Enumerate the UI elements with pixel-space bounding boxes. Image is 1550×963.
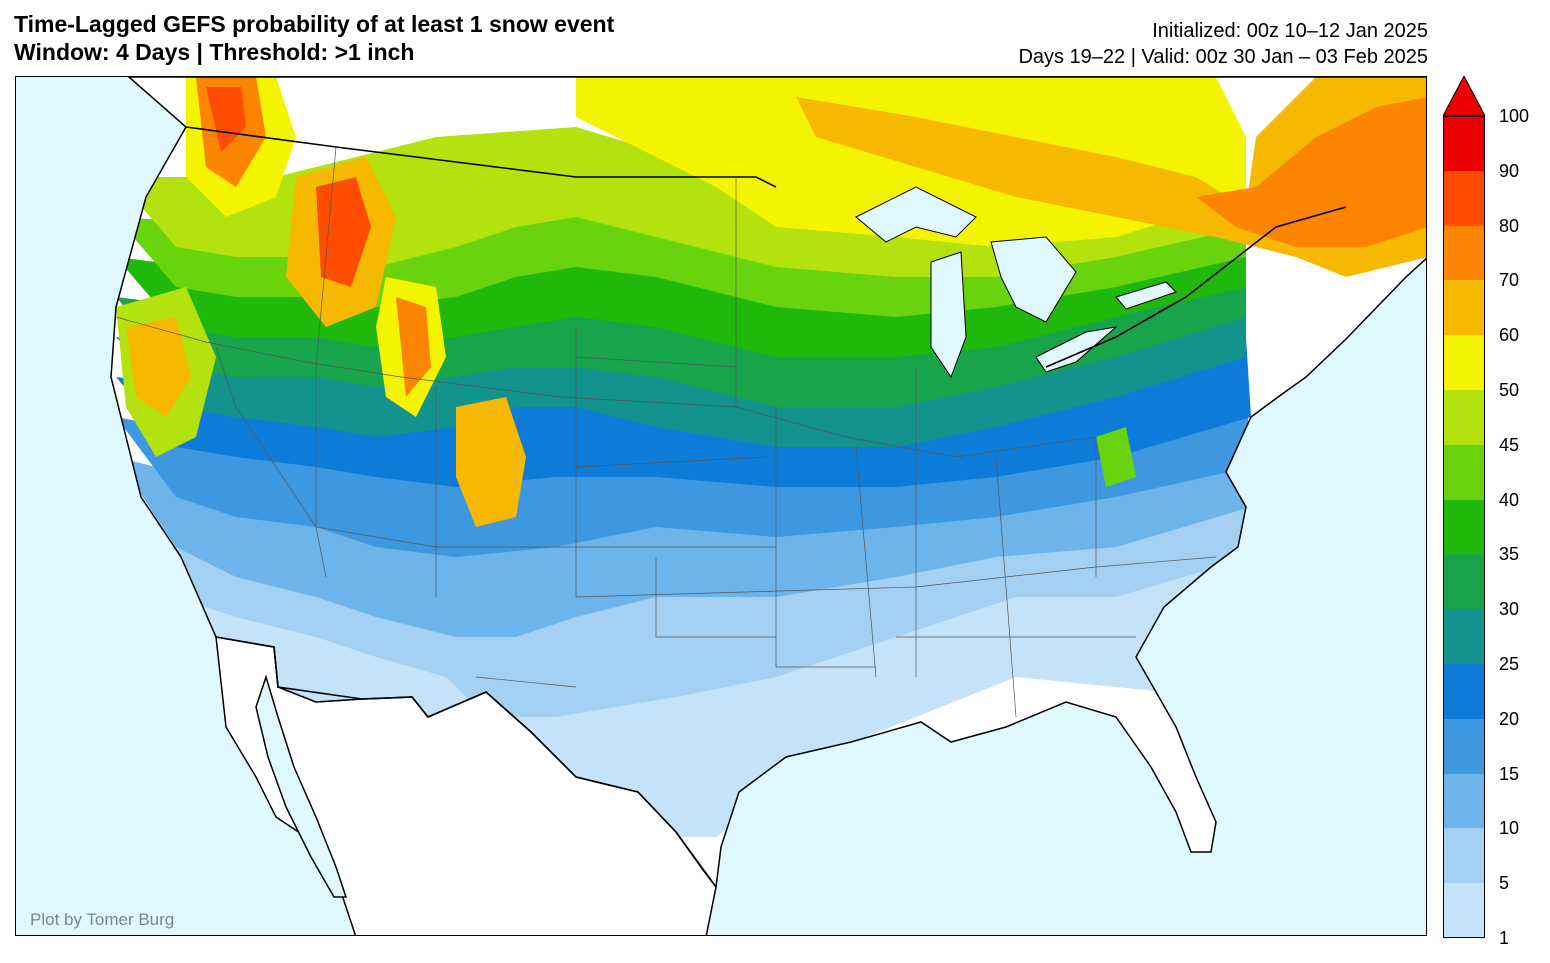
colorbar-tick-label: 90 — [1499, 160, 1520, 181]
colorbar-segment — [1443, 499, 1485, 555]
colorbar-tick-label: 50 — [1499, 380, 1520, 400]
colorbar-tick-label: 25 — [1499, 654, 1520, 674]
lake-superior — [855, 186, 977, 243]
colorbar-segment — [1443, 280, 1485, 336]
colorbar-tick-label: 35 — [1499, 544, 1520, 565]
map-panel: Plot by Tomer Burg — [15, 76, 1427, 936]
colorbar-segment — [1443, 554, 1485, 610]
colorbar-segment — [1443, 335, 1485, 390]
colorbar-segment — [1443, 718, 1485, 774]
colorbar-tick-label: 70 — [1499, 270, 1520, 291]
title-line-1: Time-Lagged GEFS probability of at least… — [14, 11, 615, 37]
colorbar-tick-label: 45 — [1499, 434, 1520, 455]
us-canada-border-east — [1045, 206, 1347, 368]
us-mexico-border — [215, 636, 717, 888]
state-lines — [115, 146, 1217, 718]
colorbar-tick-label: 5 — [1499, 873, 1510, 894]
colorbar-tick-label: 20 — [1499, 708, 1520, 729]
colorbar-tick-label: 40 — [1499, 489, 1520, 510]
colorbar-segment — [1443, 883, 1485, 938]
title-line-2: Window: 4 Days | Threshold: >1 inch — [14, 39, 415, 65]
run-info: Initialized: 00z 10–12 Jan 2025 Days 19–… — [1018, 18, 1428, 70]
lake-ontario — [1115, 281, 1177, 310]
snow-probability-map: Plot by Tomer Burg — [16, 77, 1426, 935]
colorbar-tick-label: 100 — [1499, 106, 1530, 126]
colorbar — [1443, 76, 1485, 938]
colorbar-segment — [1443, 609, 1485, 664]
valid-text: Days 19–22 | Valid: 00z 30 Jan – 03 Feb … — [1018, 46, 1428, 68]
initialized-text: Initialized: 00z 10–12 Jan 2025 — [1152, 20, 1428, 42]
colorbar-segment — [1443, 828, 1485, 884]
colorbar-segment — [1443, 170, 1485, 226]
colorbar-tick-label: 1 — [1499, 928, 1510, 948]
us-canada-border — [185, 126, 777, 188]
colorbar-segment — [1443, 225, 1485, 281]
lake-erie — [1035, 326, 1118, 373]
colorbar-segment — [1443, 116, 1485, 171]
chart-title: Time-Lagged GEFS probability of at least… — [14, 10, 614, 66]
colorbar-segment — [1443, 444, 1485, 500]
gulf-of-california — [255, 674, 348, 898]
lake-huron — [990, 236, 1077, 323]
colorbar-tick-label: 60 — [1499, 325, 1520, 346]
lake-michigan — [930, 251, 967, 379]
colorbar-segment — [1443, 773, 1485, 829]
colorbar-outline — [1443, 116, 1485, 938]
credit-text: Plot by Tomer Burg — [30, 910, 174, 929]
colorbar-segment — [1443, 390, 1485, 445]
colorbar-extend-arrow — [1443, 76, 1485, 116]
colorbar-tick-label: 30 — [1499, 599, 1520, 620]
colorbar-tick-label: 15 — [1499, 763, 1520, 784]
colorbar-segment — [1443, 664, 1485, 719]
colorbar-tick-label: 80 — [1499, 215, 1520, 236]
colorbar-tick-label: 10 — [1499, 818, 1520, 839]
